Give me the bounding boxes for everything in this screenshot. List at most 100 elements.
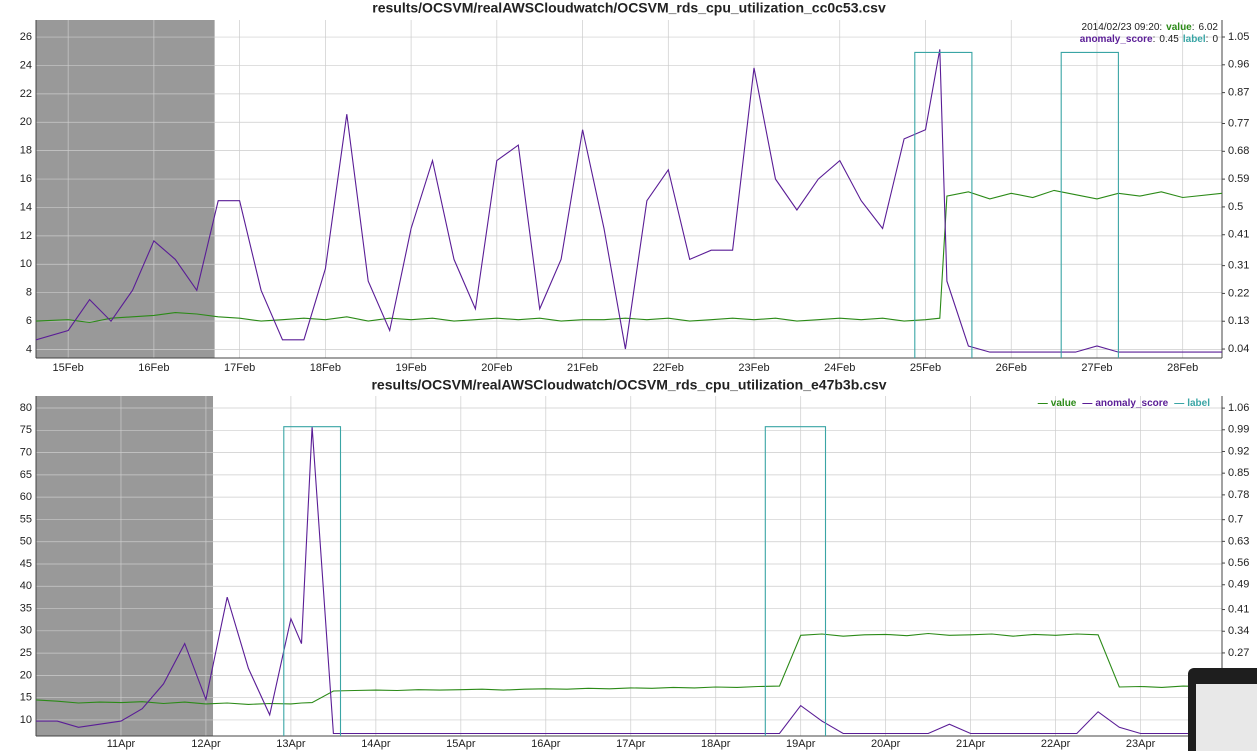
y2-tick-label: 0.87 <box>1228 87 1249 99</box>
shaded-region <box>36 20 215 358</box>
legend-value: 0 <box>1212 34 1218 45</box>
y-tick-label: 18 <box>20 145 32 157</box>
x-tick-label: 21Apr <box>956 738 986 750</box>
y2-tick-label: 0.77 <box>1228 117 1249 129</box>
x-tick-label: 25Feb <box>910 362 941 374</box>
hover-legend: 2014/02/23 09:20:value:6.02 <box>1082 22 1219 33</box>
legend-name: anomaly_score <box>1095 398 1168 409</box>
separator: : <box>1159 22 1162 33</box>
y2-tick-label: 0.68 <box>1228 145 1249 157</box>
shaded-region <box>36 396 214 736</box>
legend-swatch: — <box>1038 398 1048 409</box>
y2-tick-label: 0.34 <box>1228 625 1249 637</box>
thumbnail-image <box>1196 684 1257 751</box>
y-tick-label: 12 <box>20 230 32 242</box>
x-tick-label: 22Feb <box>653 362 684 374</box>
y2-tick-label: 0.63 <box>1228 535 1249 547</box>
series-line <box>36 189 1222 324</box>
y-tick-label: 70 <box>20 446 32 458</box>
y2-tick-label: 0.56 <box>1228 557 1249 569</box>
legend-name: anomaly_score <box>1080 34 1153 45</box>
x-tick-label: 17Apr <box>616 738 646 750</box>
y2-tick-label: 0.7 <box>1228 514 1243 526</box>
legend-value: 6.02 <box>1199 22 1219 33</box>
y-tick-label: 14 <box>20 201 32 213</box>
series-line <box>283 426 827 736</box>
y-tick-label: 22 <box>20 88 32 100</box>
x-tick-label: 17Feb <box>224 362 255 374</box>
separator: : <box>1153 34 1156 45</box>
y2-tick-label: 0.99 <box>1228 424 1249 436</box>
y-tick-label: 75 <box>20 424 32 436</box>
y-tick-label: 35 <box>20 602 32 614</box>
y2-tick-label: 0.41 <box>1228 229 1249 241</box>
y-tick-label: 40 <box>20 580 32 592</box>
x-tick-label: 15Apr <box>446 738 476 750</box>
x-tick-label: 16Apr <box>531 738 561 750</box>
x-tick-label: 22Apr <box>1041 738 1071 750</box>
x-tick-label: 20Apr <box>871 738 901 750</box>
legend-name: label <box>1187 398 1210 409</box>
x-tick-label: 15Feb <box>53 362 84 374</box>
x-tick-label: 12Apr <box>191 738 221 750</box>
y-tick-label: 10 <box>20 258 32 270</box>
x-tick-label: 23Apr <box>1126 738 1156 750</box>
y-tick-label: 55 <box>20 513 32 525</box>
y-tick-label: 60 <box>20 491 32 503</box>
x-tick-label: 18Feb <box>310 362 341 374</box>
y-tick-label: 10 <box>20 714 32 726</box>
y-tick-label: 25 <box>20 647 32 659</box>
y-tick-label: 80 <box>20 402 32 414</box>
thumbnail-overlay <box>1188 668 1257 751</box>
x-tick-label: 18Apr <box>701 738 731 750</box>
x-tick-label: 19Feb <box>395 362 426 374</box>
x-tick-label: 11Apr <box>107 738 136 750</box>
x-tick-label: 24Feb <box>824 362 855 374</box>
y2-tick-label: 0.31 <box>1228 260 1249 272</box>
y-tick-label: 20 <box>20 116 32 128</box>
y2-tick-label: 0.41 <box>1228 603 1249 615</box>
separator: : <box>1192 22 1195 33</box>
x-tick-label: 13Apr <box>276 738 306 750</box>
x-tick-label: 27Feb <box>1081 362 1112 374</box>
y-tick-label: 16 <box>20 173 32 185</box>
legend-name: value <box>1051 398 1077 409</box>
y2-tick-label: 1.05 <box>1228 31 1249 43</box>
x-tick-label: 20Feb <box>481 362 512 374</box>
x-tick-label: 21Feb <box>567 362 598 374</box>
y2-tick-label: 0.49 <box>1228 579 1249 591</box>
x-tick-label: 23Feb <box>738 362 769 374</box>
x-tick-label: 28Feb <box>1167 362 1198 374</box>
y2-tick-label: 0.04 <box>1228 343 1249 355</box>
chart-title: results/OCSVM/realAWSCloudwatch/OCSVM_rd… <box>372 0 886 16</box>
legend-swatch: — <box>1174 398 1184 409</box>
y2-tick-label: 0.27 <box>1228 647 1249 659</box>
chart-title: results/OCSVM/realAWSCloudwatch/OCSVM_rd… <box>371 377 886 393</box>
y-tick-label: 50 <box>20 536 32 548</box>
y2-tick-label: 0.78 <box>1228 489 1249 501</box>
y2-tick-label: 0.96 <box>1228 59 1249 71</box>
y-tick-label: 4 <box>26 343 32 355</box>
legend-value: 0.45 <box>1159 34 1179 45</box>
y-tick-label: 8 <box>26 287 32 299</box>
legend-name: label <box>1183 34 1206 45</box>
y2-tick-label: 0.5 <box>1228 201 1243 213</box>
y-tick-label: 6 <box>26 315 32 327</box>
y2-tick-label: 0.85 <box>1228 467 1249 479</box>
legend: — value — anomaly_score — label <box>1038 398 1210 409</box>
y-tick-label: 45 <box>20 558 32 570</box>
y-tick-label: 15 <box>20 692 32 704</box>
series-line <box>36 49 1222 353</box>
y-tick-label: 20 <box>20 669 32 681</box>
legend-swatch: — <box>1082 398 1092 409</box>
y-tick-label: 26 <box>20 31 32 43</box>
y2-tick-label: 0.13 <box>1228 315 1249 327</box>
y-tick-label: 65 <box>20 469 32 481</box>
x-tick-label: 14Apr <box>361 738 391 750</box>
series-line <box>36 426 1222 735</box>
separator: : <box>1206 34 1209 45</box>
y2-tick-label: 0.92 <box>1228 445 1249 457</box>
hover-time: 2014/02/23 09:20 <box>1082 22 1160 33</box>
